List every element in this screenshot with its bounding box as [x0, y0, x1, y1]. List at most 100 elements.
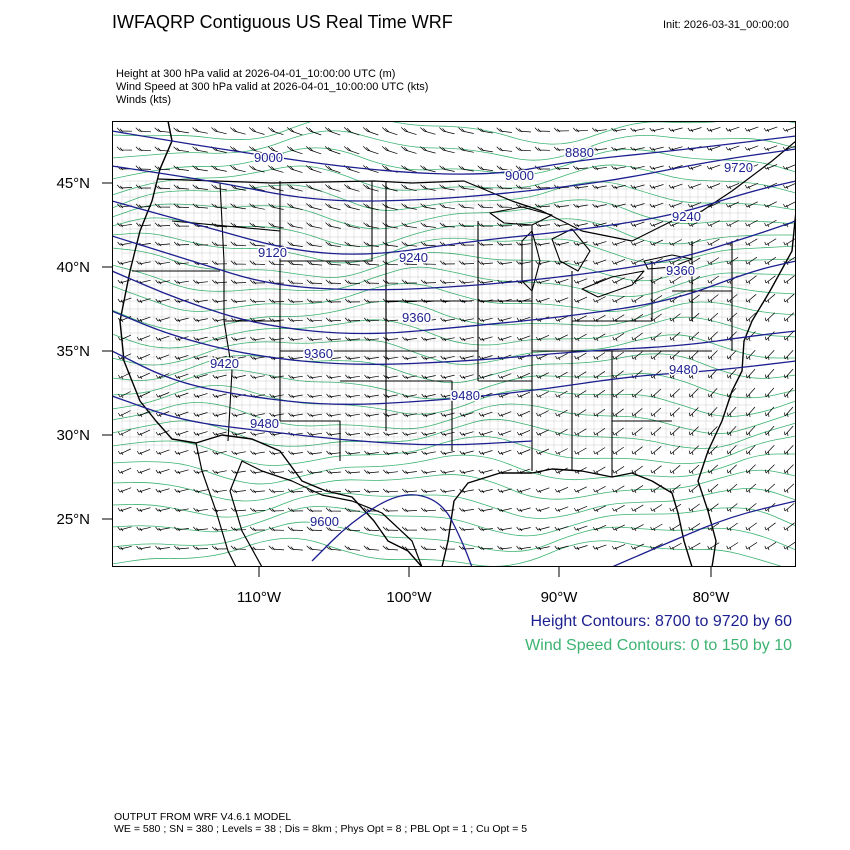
wind-barb	[783, 238, 796, 247]
wind-barb	[250, 336, 265, 342]
wind-barb	[211, 165, 227, 172]
wind-barb	[746, 350, 756, 361]
wind-barb	[212, 450, 227, 456]
height-contour-labels: 9000 8880 9000 9720 9120 9240 9240 9360 …	[209, 144, 755, 531]
wind-barb	[592, 146, 607, 152]
wind-barb	[440, 412, 455, 418]
wind-barb	[688, 523, 701, 532]
wind-barb	[268, 298, 285, 304]
wind-barb	[763, 164, 778, 171]
wind-barb	[117, 487, 132, 494]
wind-barb	[478, 298, 493, 304]
wind-barb	[459, 431, 474, 437]
wind-speed-contour	[112, 385, 796, 417]
wind-barb	[669, 331, 681, 342]
wind-barb	[287, 507, 304, 513]
wind-barb	[497, 317, 512, 323]
plot-title: IWFAQRP Contiguous US Real Time WRF	[112, 12, 453, 32]
wind-barb	[572, 146, 589, 152]
height-label: 9420	[210, 356, 239, 371]
wind-barb	[477, 203, 494, 209]
wind-barb	[496, 184, 513, 190]
wind-barb	[745, 275, 757, 285]
wind-barb	[669, 426, 681, 437]
wind-barb	[727, 387, 737, 399]
wind-barb	[611, 146, 626, 152]
wind-barb	[401, 526, 418, 532]
wind-barb	[326, 393, 341, 399]
wind-barb	[286, 146, 303, 155]
wind-barb	[535, 526, 550, 532]
wind-barb	[515, 222, 532, 228]
wind-barb	[688, 445, 699, 456]
wind-barb	[478, 336, 493, 342]
wind-barb	[211, 203, 227, 209]
wind-barb	[535, 448, 550, 456]
wind-barb	[268, 184, 284, 192]
wind-barb	[516, 507, 531, 513]
wind-barb	[421, 469, 436, 475]
wind-barb	[631, 524, 644, 532]
great-lake	[521, 230, 541, 292]
wind-barb	[400, 127, 417, 135]
wind-barb	[193, 317, 208, 323]
wind-barb	[573, 165, 588, 171]
wind-barb	[611, 240, 626, 247]
wind-barb	[307, 431, 322, 437]
height-contour	[311, 494, 473, 567]
wind-barb	[287, 526, 304, 532]
wind-barb	[325, 298, 342, 304]
wind-barb	[631, 276, 644, 285]
wind-barb	[611, 258, 626, 266]
wind-speed-contour	[112, 316, 796, 349]
wind-barb	[401, 298, 418, 304]
wind-barb	[117, 297, 132, 304]
wind-barb	[382, 279, 399, 285]
wind-barb	[212, 336, 227, 342]
wind-barb	[573, 278, 588, 285]
wind-barb	[212, 374, 227, 380]
wind-barb	[401, 222, 417, 229]
wind-barb	[117, 448, 131, 456]
wind-barb	[268, 203, 284, 210]
wind-barb	[669, 257, 682, 266]
wind-barb	[458, 127, 474, 134]
wind-barb	[440, 431, 455, 437]
wind-barb	[688, 350, 699, 361]
height-label: 9000	[254, 150, 283, 165]
wind-barb	[516, 545, 531, 551]
wind-barb	[708, 369, 718, 380]
wind-barb	[765, 349, 775, 361]
wind-barb	[669, 523, 682, 532]
wind-barb	[439, 184, 455, 191]
wind-barb	[649, 239, 664, 247]
wind-barb	[745, 219, 758, 228]
wind-barb	[555, 428, 568, 437]
wind-barb	[649, 165, 664, 171]
wind-barb	[650, 388, 662, 399]
wind-barb	[305, 146, 322, 155]
wind-barb	[649, 184, 664, 190]
wind-barb	[325, 184, 341, 192]
wind-barb	[136, 468, 151, 475]
wind-barb	[746, 425, 756, 437]
wind-barb	[478, 507, 493, 513]
wind-barb	[288, 412, 303, 418]
wind-barb	[593, 485, 606, 494]
wind-barb	[420, 545, 437, 551]
wind-barb	[687, 127, 702, 133]
wind-barb	[421, 374, 436, 380]
wind-barb	[136, 526, 151, 532]
wind-barb	[784, 368, 794, 380]
wind-barb	[344, 241, 360, 248]
wind-speed-contour	[112, 247, 796, 282]
wind-barb	[231, 355, 246, 361]
wind-barb	[402, 355, 417, 361]
wind-barb	[173, 241, 190, 247]
wind-barb	[231, 298, 247, 304]
wind-barb	[458, 146, 474, 153]
wind-barb	[155, 545, 170, 551]
wind-barb	[344, 298, 361, 304]
wind-barb	[516, 429, 531, 437]
great-lake	[581, 270, 645, 298]
